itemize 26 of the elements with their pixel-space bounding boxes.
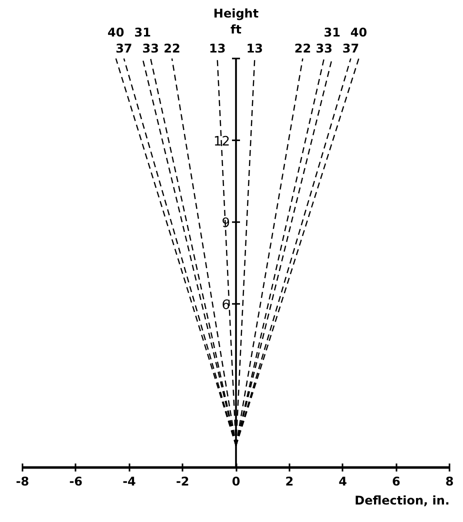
series-label: 37: [342, 42, 360, 56]
x-tick-label: -8: [16, 474, 30, 488]
y-tick-label: 12: [213, 134, 230, 150]
y-tick-label: 6: [222, 298, 230, 313]
series-label: 22: [294, 42, 312, 56]
series-label: 33: [142, 42, 159, 56]
series-label: 31: [134, 26, 151, 40]
series-label: 13: [208, 42, 226, 56]
series-label: 31: [324, 26, 340, 40]
y-tick-label: 9: [222, 216, 230, 232]
x-tick-label: 6: [392, 474, 400, 488]
y-axis-title: Height ft: [213, 6, 259, 36]
series-label: 33: [316, 42, 332, 56]
series-label: 22: [164, 42, 180, 56]
x-tick-label: 8: [445, 474, 454, 488]
x-tick-label: -2: [176, 474, 190, 488]
x-tick-label: 0: [232, 474, 240, 488]
x-tick-label: -6: [69, 474, 83, 488]
series-label: 40: [350, 26, 368, 40]
series-label: 40: [108, 26, 124, 40]
x-tick-label: -4: [122, 474, 136, 488]
x-axis-title: Deflection, in.: [354, 494, 450, 508]
x-tick-label: 4: [338, 474, 347, 488]
series-label: 37: [116, 42, 132, 56]
series-label: 13: [246, 42, 264, 56]
x-tick-label: 2: [285, 474, 294, 488]
